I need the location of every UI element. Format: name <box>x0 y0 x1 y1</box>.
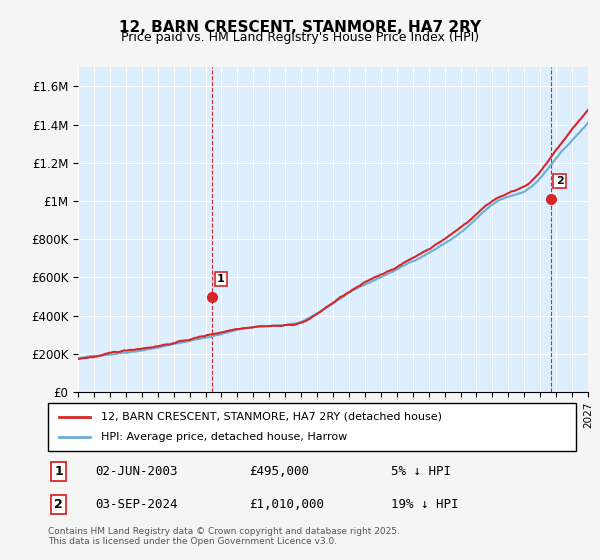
Text: Contains HM Land Registry data © Crown copyright and database right 2025.
This d: Contains HM Land Registry data © Crown c… <box>48 526 400 546</box>
Text: 02-JUN-2003: 02-JUN-2003 <box>95 465 178 478</box>
Text: £495,000: £495,000 <box>248 465 308 478</box>
Text: 1: 1 <box>217 274 225 284</box>
Text: 12, BARN CRESCENT, STANMORE, HA7 2RY: 12, BARN CRESCENT, STANMORE, HA7 2RY <box>119 20 481 35</box>
Text: £1,010,000: £1,010,000 <box>248 498 323 511</box>
Text: Price paid vs. HM Land Registry's House Price Index (HPI): Price paid vs. HM Land Registry's House … <box>121 31 479 44</box>
Text: 19% ↓ HPI: 19% ↓ HPI <box>391 498 459 511</box>
Text: 5% ↓ HPI: 5% ↓ HPI <box>391 465 451 478</box>
Text: 03-SEP-2024: 03-SEP-2024 <box>95 498 178 511</box>
FancyBboxPatch shape <box>48 403 576 451</box>
Text: 12, BARN CRESCENT, STANMORE, HA7 2RY (detached house): 12, BARN CRESCENT, STANMORE, HA7 2RY (de… <box>101 412 442 422</box>
Text: 1: 1 <box>54 465 63 478</box>
Text: 2: 2 <box>556 176 563 186</box>
Text: HPI: Average price, detached house, Harrow: HPI: Average price, detached house, Harr… <box>101 432 347 442</box>
Text: 2: 2 <box>54 498 63 511</box>
